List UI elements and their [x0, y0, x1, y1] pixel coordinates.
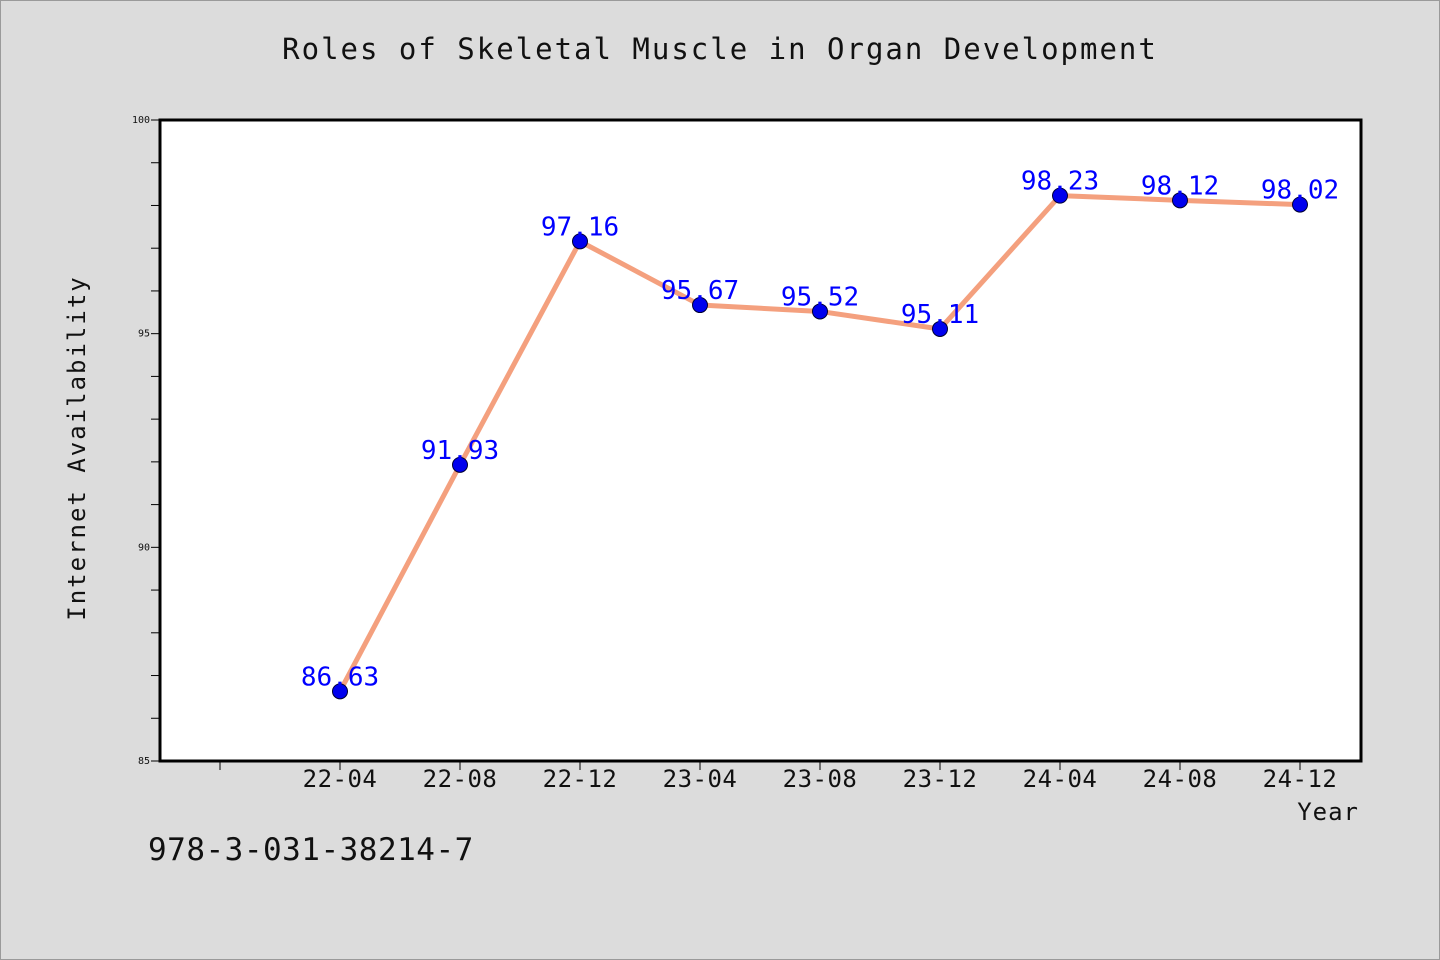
data-point: [332, 683, 348, 700]
data-point: [692, 297, 708, 314]
x-tick-label: 23-08: [783, 765, 858, 793]
data-point: [1172, 192, 1188, 209]
x-tick-label: 24-12: [1263, 765, 1338, 793]
x-tick-label: 22-08: [423, 765, 498, 793]
data-point: [452, 456, 468, 473]
y-tick-label: 90: [138, 542, 150, 553]
series-markers: [332, 187, 1308, 700]
chart-title: Roles of Skeletal Muscle in Organ Develo…: [282, 32, 1158, 66]
isbn-footnote: 978-3-031-38214-7: [148, 832, 474, 868]
data-label: 98.02: [1261, 176, 1339, 206]
data-point: [932, 320, 948, 337]
data-label: 98.12: [1141, 171, 1219, 201]
data-label: 97.16: [541, 212, 619, 242]
x-tick-label: 23-04: [663, 765, 738, 793]
data-point: [812, 303, 828, 320]
x-tick-label: 22-04: [303, 765, 378, 793]
data-point: [572, 233, 588, 250]
data-label: 98.23: [1021, 167, 1099, 197]
y-tick-label: 95: [138, 329, 150, 340]
x-tick-label: 22-12: [543, 765, 618, 793]
y-tick-label: 100: [132, 115, 150, 126]
x-axis: 22-04 22-08 22-12 23-04 23-08 23-12 24-04 24-08…: [219, 761, 1338, 793]
x-tick-label: 24-04: [1023, 765, 1098, 793]
x-tick-label: 23-12: [903, 765, 978, 793]
data-point: [1052, 187, 1068, 204]
data-label: 95.11: [901, 300, 979, 330]
y-axis-label: Internet Availability: [63, 275, 91, 620]
y-axis: 85 90 95 100: [132, 115, 160, 767]
y-tick-label: 85: [138, 756, 150, 767]
data-label: 86.63: [301, 662, 379, 692]
x-tick-label: 24-08: [1143, 765, 1218, 793]
data-label: 91.93: [421, 436, 499, 466]
x-axis-label: Year: [1297, 798, 1359, 826]
data-labels: 86.63 91.93 97.16 95.67 95.52 95.11 98.23 98.12…: [301, 167, 1339, 693]
data-point: [1292, 196, 1308, 213]
data-label: 95.52: [781, 282, 859, 312]
data-label: 95.67: [661, 276, 739, 306]
